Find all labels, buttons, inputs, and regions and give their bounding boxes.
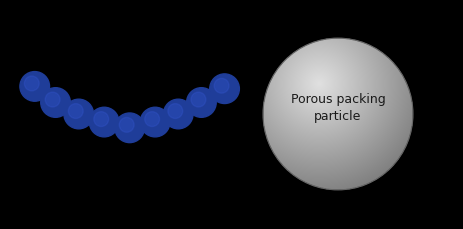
- Ellipse shape: [119, 118, 134, 133]
- Ellipse shape: [25, 77, 39, 91]
- Ellipse shape: [20, 72, 50, 102]
- Ellipse shape: [163, 100, 193, 129]
- Ellipse shape: [214, 79, 229, 94]
- Ellipse shape: [94, 112, 109, 127]
- Ellipse shape: [145, 112, 160, 127]
- Ellipse shape: [64, 100, 94, 129]
- Ellipse shape: [168, 104, 183, 119]
- Ellipse shape: [140, 108, 170, 137]
- Ellipse shape: [115, 114, 144, 143]
- Ellipse shape: [89, 108, 119, 137]
- Text: Porous packing
particle: Porous packing particle: [291, 93, 385, 123]
- Ellipse shape: [41, 88, 70, 118]
- Ellipse shape: [45, 93, 60, 107]
- Ellipse shape: [210, 75, 239, 104]
- Ellipse shape: [69, 104, 83, 119]
- Ellipse shape: [187, 88, 216, 118]
- Ellipse shape: [191, 93, 206, 107]
